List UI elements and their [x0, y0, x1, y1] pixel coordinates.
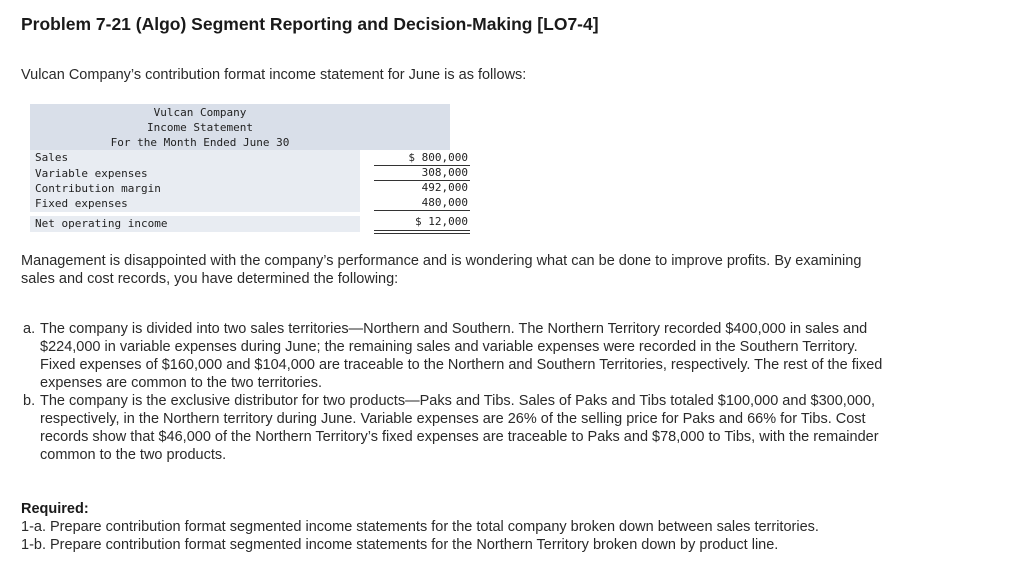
amount-contribution-margin: 492,000 — [421, 181, 468, 194]
item-line: The company is divided into two sales te… — [40, 321, 868, 337]
management-paragraph: Management is disappointed with the comp… — [21, 252, 861, 288]
row-label-contribution-margin: Contribution margin — [30, 181, 360, 197]
facts-list: a. The company is divided into two sales… — [21, 320, 971, 464]
intro-text: Vulcan Company’s contribution format inc… — [21, 67, 527, 83]
amount-net-operating-income: $ 12,000 — [415, 215, 468, 228]
item-line: Fixed expenses of $160,000 and $104,000 … — [40, 357, 883, 373]
required-1a: 1-a. Prepare contribution format segment… — [21, 519, 819, 535]
item-line: The company is the exclusive distributor… — [40, 393, 876, 409]
statement-company: Vulcan Company — [153, 106, 247, 119]
management-line-2: sales and cost records, you have determi… — [21, 271, 399, 287]
item-marker: a. — [23, 321, 36, 337]
row-label-sales: Sales — [30, 150, 360, 166]
item-line: records show that $46,000 of the Norther… — [40, 429, 879, 445]
item-line: common to the two products. — [40, 447, 227, 463]
management-line-1: Management is disappointed with the comp… — [21, 253, 862, 269]
required-heading: Required: — [21, 501, 89, 517]
list-item: b. The company is the exclusive distribu… — [21, 392, 971, 464]
underline-sales — [374, 165, 470, 166]
underline-fixed-expenses — [374, 210, 470, 211]
double-underline-1 — [374, 230, 470, 231]
item-line: $224,000 in variable expenses during Jun… — [40, 339, 858, 355]
statement-name: Income Statement — [147, 121, 253, 134]
amount-fixed-expenses: 480,000 — [421, 196, 468, 209]
statement-header: Vulcan Company Income Statement For the … — [30, 104, 450, 150]
list-item: a. The company is divided into two sales… — [21, 320, 971, 392]
required-1b: 1-b. Prepare contribution format segment… — [21, 537, 779, 553]
underline-variable-expenses — [374, 180, 470, 181]
problem-title: Problem 7-21 (Algo) Segment Reporting an… — [21, 14, 599, 34]
amount-variable-expenses: 308,000 — [421, 166, 468, 179]
row-label-net-operating-income: Net operating income — [30, 216, 360, 232]
double-underline-2 — [374, 233, 470, 234]
item-line: expenses are common to the two territori… — [40, 375, 323, 391]
statement-period: For the Month Ended June 30 — [110, 136, 290, 149]
item-line: respectively, in the Northern territory … — [40, 411, 866, 427]
required-section: Required: 1-a. Prepare contribution form… — [21, 500, 819, 554]
amount-sales: $ 800,000 — [408, 151, 468, 164]
row-label-fixed-expenses: Fixed expenses — [30, 196, 360, 212]
row-label-variable-expenses: Variable expenses — [30, 166, 360, 182]
item-marker: b. — [23, 393, 36, 409]
